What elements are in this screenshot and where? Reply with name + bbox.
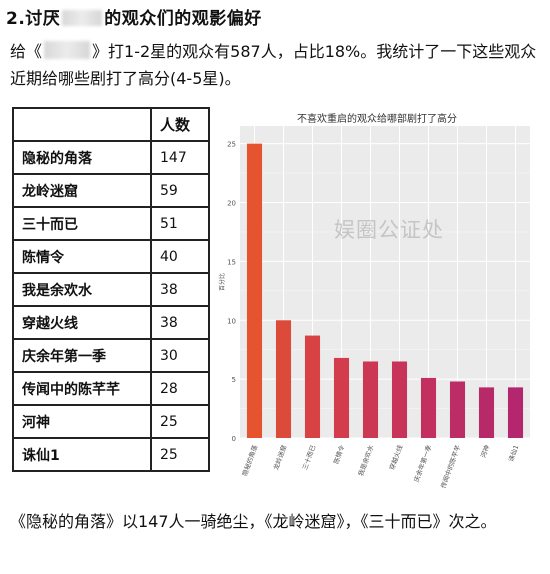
table-row: 龙岭迷窟 59	[12, 173, 210, 208]
table-row: 三十而已 51	[12, 206, 210, 241]
x-tick-label: 龙岭迷窟	[271, 443, 289, 471]
table-header-row: 人数	[12, 107, 210, 142]
drama-name-cell: 隐秘的角落	[12, 140, 152, 175]
redacted-title	[62, 10, 103, 26]
table-row: 陈情令 40	[12, 239, 210, 274]
x-tick-label: 陈情令	[331, 443, 346, 465]
x-tick-label: 传闻中的陈芊芊	[438, 443, 462, 489]
y-tick-label: 10	[227, 317, 236, 325]
bar	[275, 320, 292, 438]
summary-paragraph: 《隐秘的角落》以147人一骑绝尘，《龙岭迷窟》，《三十而已》次之。	[10, 512, 497, 531]
count-cell: 30	[150, 338, 210, 373]
table-row: 传闻中的陈芊芊 28	[12, 371, 210, 406]
x-tick-label: 诛仙1	[506, 444, 520, 463]
x-tick-label: 我是余欢水	[356, 443, 376, 477]
bar	[246, 143, 263, 438]
count-cell: 28	[150, 371, 210, 406]
bar-chart: 0 5 10 15 20 25 百分比隐秘的角落 龙岭迷窟 三十而已 陈情令 我是余欢水 穿越火线 庆余…	[216, 104, 538, 506]
bar	[478, 387, 495, 438]
x-tick-label: 隐秘的角落	[240, 443, 260, 477]
drama-name-cell: 三十而已	[12, 206, 152, 241]
header-count-cell: 人数	[150, 107, 210, 142]
drama-name-cell: 传闻中的陈芊芊	[12, 371, 152, 406]
x-tick-label: 庆余年第一季	[412, 443, 434, 483]
table-row: 穿越火线 38	[12, 305, 210, 340]
y-tick-label: 5	[232, 376, 236, 384]
drama-name-cell: 穿越火线	[12, 305, 152, 340]
bar	[333, 357, 350, 438]
count-cell: 38	[150, 272, 210, 307]
bar	[362, 361, 379, 438]
redacted-drama-name	[44, 41, 91, 59]
drama-name-cell: 龙岭迷窟	[12, 173, 152, 208]
bar	[449, 381, 466, 438]
section-heading: 2.讨厌 的观众们的观影偏好	[6, 4, 262, 29]
intro-part2: 》打1-2星的观众有587人，占比18%。我统计了一下这些观众近期给哪些剧打了高…	[10, 42, 537, 88]
ranking-table: 人数 隐秘的角落 147 龙岭迷窟 59 三十而已 51 陈情令 40 我是余欢水 38 穿越火线 38…	[12, 107, 210, 472]
bar	[391, 361, 408, 438]
drama-name-cell: 庆余年第一季	[12, 338, 152, 373]
drama-name-cell: 诛仙1	[12, 437, 152, 472]
intro-paragraph: 给《 》打1-2星的观众有587人，占比18%。我统计了一下这些观众近期给哪些剧打…	[10, 38, 544, 92]
table-row: 河神 25	[12, 404, 210, 439]
table-row: 庆余年第一季 30	[12, 338, 210, 373]
count-cell: 40	[150, 239, 210, 274]
watermark-text: 娱圈公证处	[334, 218, 444, 242]
count-cell: 51	[150, 206, 210, 241]
count-cell: 25	[150, 404, 210, 439]
x-tick-label: 三十而已	[300, 443, 318, 471]
y-tick-label: 0	[232, 435, 236, 443]
count-cell: 59	[150, 173, 210, 208]
table-row: 隐秘的角落 147	[12, 140, 210, 175]
heading-prefix: 2.讨厌	[6, 9, 61, 29]
drama-name-cell: 我是余欢水	[12, 272, 152, 307]
heading-suffix: 的观众们的观影偏好	[104, 9, 262, 29]
intro-part1: 给《	[10, 42, 43, 61]
count-cell: 25	[150, 437, 210, 472]
x-tick-label: 穿越火线	[387, 443, 405, 471]
table-row: 我是余欢水 38	[12, 272, 210, 307]
y-tick-label: 20	[227, 200, 236, 208]
y-tick-label: 25	[227, 141, 236, 149]
count-cell: 38	[150, 305, 210, 340]
chart-title: 不喜欢重启的观众给哪部剧打了高分	[297, 114, 457, 125]
table-row: 诛仙1 25	[12, 437, 210, 472]
drama-name-cell: 陈情令	[12, 239, 152, 274]
count-cell: 147	[150, 140, 210, 175]
header-name-cell	[12, 107, 152, 142]
bar	[507, 387, 524, 438]
y-axis-label: 百分比	[218, 273, 226, 291]
y-tick-label: 15	[227, 258, 236, 266]
bar	[420, 377, 437, 438]
x-tick-label: 河神	[478, 444, 491, 459]
bar	[304, 335, 321, 438]
drama-name-cell: 河神	[12, 404, 152, 439]
